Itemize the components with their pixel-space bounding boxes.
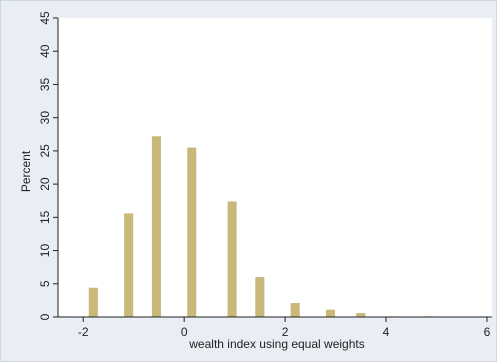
plot-area [58, 18, 492, 317]
bar [255, 277, 265, 317]
y-tick-label: 5 [38, 280, 52, 287]
x-tick-label: 4 [383, 325, 390, 339]
y-axis-title: Percent [19, 150, 33, 192]
y-tick-label: 0 [38, 313, 52, 320]
x-axis-title: wealth index using equal weights [188, 337, 364, 351]
bar [227, 201, 237, 317]
y-tick-label: 15 [38, 210, 52, 224]
bar [187, 147, 197, 317]
x-tick-label: 2 [282, 325, 289, 339]
y-tick-label: 35 [38, 77, 52, 91]
y-tick-label: 10 [38, 244, 52, 258]
y-tick-label: 20 [38, 177, 52, 191]
y-tick-label: 25 [38, 144, 52, 158]
bars-group [58, 136, 434, 317]
y-tick-label: 45 [38, 11, 52, 25]
x-axis: -2 0 2 4 6 [58, 316, 492, 339]
x-tick-label: -2 [78, 325, 89, 339]
bar [88, 287, 98, 317]
x-tick-label: 0 [181, 325, 188, 339]
y-tick-label: 30 [38, 111, 52, 125]
bar [325, 309, 336, 317]
y-axis: 0 5 10 15 20 25 30 35 40 45 [38, 11, 59, 320]
y-tick-label: 40 [38, 44, 52, 58]
bar [124, 213, 134, 317]
bar [356, 313, 366, 317]
bar [290, 303, 300, 317]
x-tick-label: 6 [484, 325, 491, 339]
bar [151, 136, 161, 317]
